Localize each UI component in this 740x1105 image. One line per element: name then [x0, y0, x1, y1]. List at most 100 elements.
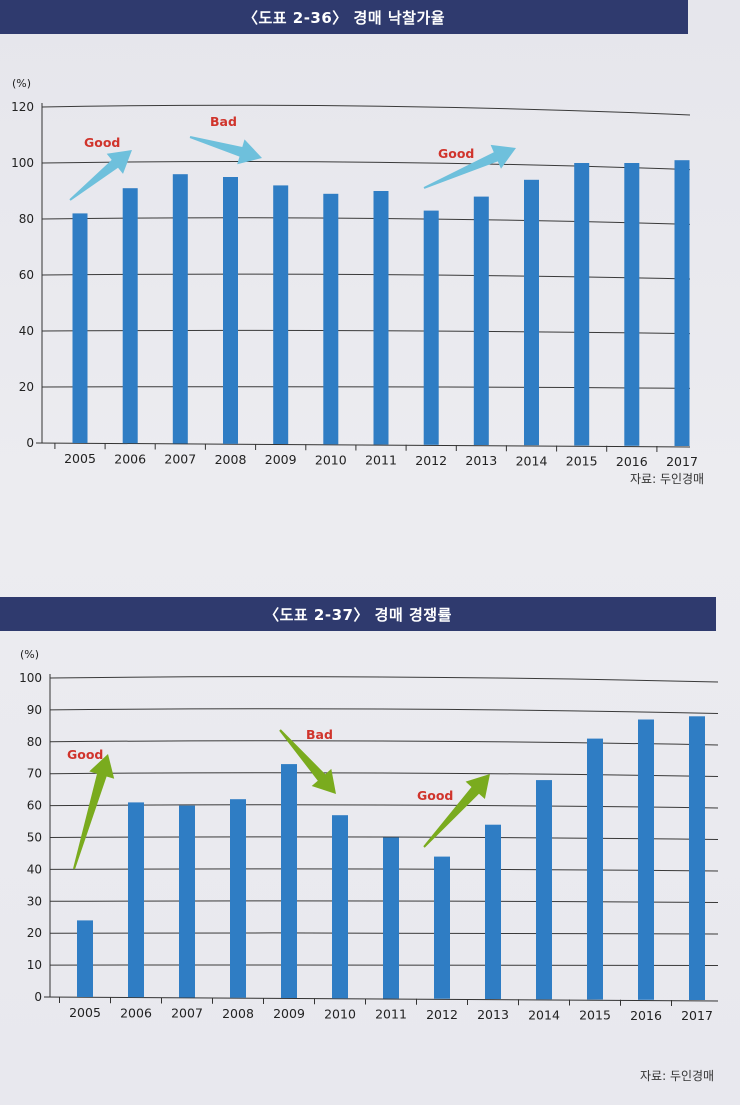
bar	[638, 719, 654, 1000]
gridline	[49, 772, 719, 777]
annotation-label: Good	[417, 788, 453, 803]
y-axis-unit: (%)	[20, 648, 39, 661]
x-tick-label: 2006	[114, 451, 146, 466]
y-tick-label: 20	[27, 926, 42, 940]
y-tick-label: 0	[26, 436, 34, 450]
annotation-label: Good	[438, 146, 474, 161]
x-axis-line	[35, 442, 691, 448]
gridline	[41, 386, 691, 389]
bar	[485, 824, 501, 999]
y-tick-label: 80	[27, 735, 42, 749]
annotation-arrow	[423, 774, 490, 848]
gridline	[41, 329, 691, 335]
x-tick-label: 2017	[666, 454, 698, 469]
bar	[223, 177, 238, 444]
y-tick-label: 100	[11, 156, 34, 170]
annotation-arrow	[69, 150, 132, 201]
annotation-label: Bad	[306, 727, 333, 742]
bar	[473, 196, 489, 445]
x-tick-label: 2017	[681, 1008, 713, 1023]
chart-2-plot: 0 10 20 30 40 50 60 70 80 90 100 (%) 2005 2006 2007 200…	[19, 648, 719, 1023]
x-tick-label: 2012	[426, 1007, 458, 1022]
gridline	[49, 676, 719, 683]
y-tick-label: 90	[27, 703, 42, 717]
bar	[281, 764, 297, 998]
x-tick-label: 2008	[215, 452, 247, 467]
x-tick-label: 2005	[64, 451, 96, 466]
x-tick-label: 2013	[465, 453, 497, 468]
y-tick-label: 30	[27, 894, 42, 908]
bar	[574, 163, 590, 446]
x-tick-label: 2011	[375, 1007, 407, 1022]
annotation-label: Bad	[210, 114, 237, 129]
y-tick-label: 10	[27, 958, 42, 972]
gridline	[49, 836, 719, 840]
y-tick-label: 60	[27, 799, 42, 813]
x-tick-label: 2014	[528, 1007, 560, 1022]
bar	[383, 837, 399, 999]
x-tick-label: 2013	[477, 1007, 509, 1022]
gridline	[41, 273, 691, 280]
chart-1-plot: 0 20 40 60 80 100 120 (%) 2005 2006 2007 2008 2009 20…	[11, 77, 698, 469]
y-tick-label: 40	[27, 862, 42, 876]
gridline	[49, 804, 719, 809]
gridline	[41, 161, 691, 171]
bar	[179, 805, 195, 998]
chart-2-block: 〈도표 2-37〉 경매 경쟁률 0 10 20 30 40 50 60 70 80 90 100 (…	[0, 597, 740, 1105]
annotation-label: Good	[84, 135, 120, 150]
x-tick-label: 2015	[566, 454, 598, 469]
bar	[674, 160, 690, 446]
x-tick-label: 2016	[630, 1008, 662, 1023]
x-tick-label: 2012	[415, 453, 447, 468]
bar	[172, 174, 188, 444]
annotation-arrow	[423, 144, 516, 189]
gridline	[41, 217, 691, 225]
chart-2-title: 〈도표 2-37〉 경매 경쟁률	[0, 597, 716, 631]
x-tick-label: 2016	[616, 454, 648, 469]
annotation-label: Good	[67, 747, 103, 762]
bar	[230, 799, 246, 998]
x-tick-label: 2014	[516, 453, 548, 468]
y-axis-unit: (%)	[12, 77, 31, 90]
y-tick-label: 40	[19, 324, 34, 338]
x-tick-label: 2010	[315, 452, 347, 467]
x-tick-label: 2007	[164, 452, 196, 467]
annotation-arrow	[73, 754, 115, 870]
y-tick-label: 50	[27, 831, 42, 845]
bar	[587, 738, 603, 1000]
x-tick-label: 2005	[69, 1005, 101, 1020]
x-tick-label: 2007	[171, 1006, 203, 1021]
bar	[423, 210, 439, 445]
bar	[332, 815, 348, 999]
y-tick-label: 100	[19, 671, 42, 685]
y-tick-label: 120	[11, 100, 34, 114]
x-tick-label: 2009	[265, 452, 297, 467]
bar	[128, 802, 144, 998]
y-tick-label: 60	[19, 268, 34, 282]
y-tick-label: 20	[19, 380, 34, 394]
y-tick-label: 70	[27, 767, 42, 781]
x-axis-line	[43, 996, 719, 1002]
chart-1-title: 〈도표 2-36〉 경매 낙찰가율	[0, 0, 688, 34]
chart-1-block: 〈도표 2-36〉 경매 낙찰가율 0 20 40 60 80 100 120 (%) 2005…	[0, 0, 705, 486]
x-tick-label: 2009	[273, 1006, 305, 1021]
x-tick-label: 2006	[120, 1005, 152, 1020]
bar	[624, 163, 640, 446]
gridline	[49, 708, 719, 714]
annotation-arrow	[189, 136, 262, 165]
y-tick-label: 0	[34, 990, 42, 1004]
bar	[273, 185, 289, 444]
y-tick-label: 80	[19, 212, 34, 226]
bar	[524, 179, 539, 446]
gridline	[41, 104, 691, 116]
bar	[323, 193, 339, 445]
bar	[122, 188, 138, 444]
x-tick-label: 2008	[222, 1006, 254, 1021]
x-tick-label: 2015	[579, 1008, 611, 1023]
bar	[72, 213, 88, 443]
x-tick-label: 2010	[324, 1006, 356, 1021]
annotation-arrow	[279, 729, 336, 794]
bar	[536, 780, 552, 1000]
chart-1-source: 자료: 두인경매	[630, 472, 705, 486]
